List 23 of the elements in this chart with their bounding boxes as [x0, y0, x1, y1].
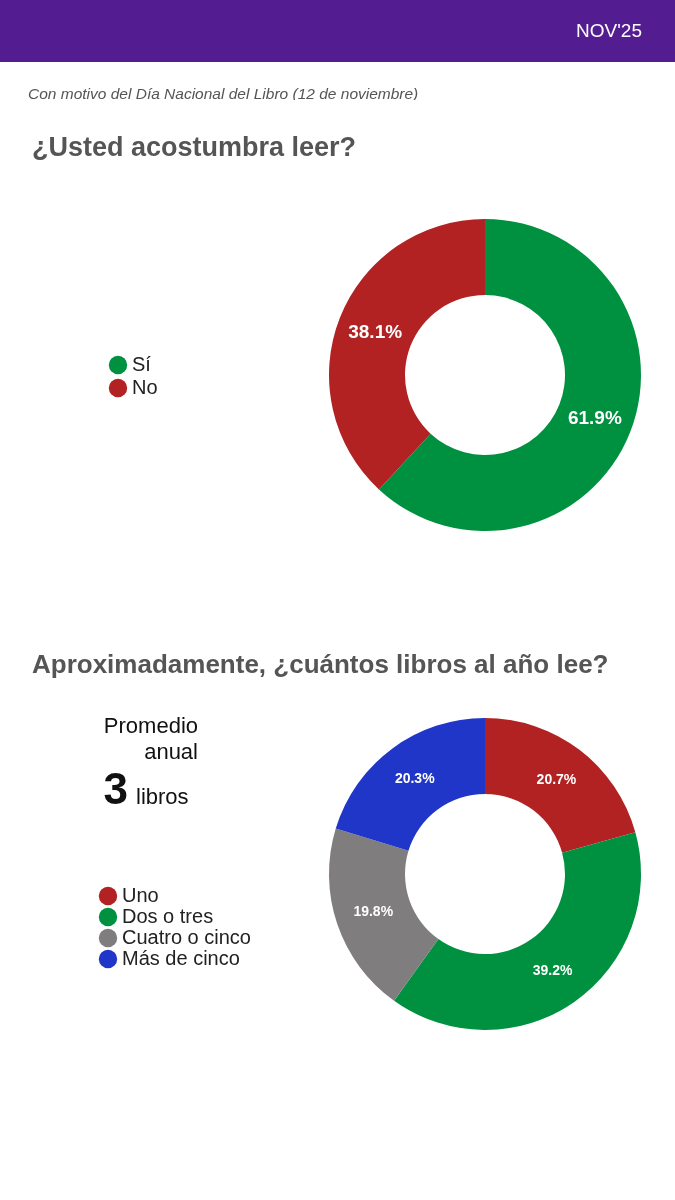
chart-title: ¿Usted acostumbra leer?	[32, 132, 357, 162]
legend-label: Dos o tres	[122, 905, 214, 927]
donut-slice	[335, 718, 485, 851]
data-label: 61.9%	[567, 407, 622, 429]
legend-label: Más de cinco	[122, 947, 240, 969]
donut-slice	[394, 832, 641, 1030]
data-label: 19.8%	[353, 902, 394, 919]
data-label: 20.3%	[394, 770, 436, 787]
legend-label: Uno	[122, 884, 159, 906]
chart-title: Aproximadamente, ¿cuántos libros al año lee?	[32, 649, 609, 679]
text: Con motivo del Día Nacional del Libro (12 de noviembre)	[27, 84, 420, 102]
data-label: 20.7%	[536, 771, 577, 788]
donut-slice	[329, 828, 439, 1001]
donut-slice	[485, 718, 636, 853]
legend-label: No	[132, 376, 158, 398]
data-label: 39.2%	[532, 961, 573, 978]
legend-label: Cuatro o cinco	[122, 926, 251, 948]
legend-label: Sí	[132, 353, 152, 375]
text: 3 libros	[103, 764, 189, 813]
text: Promedio anual	[103, 713, 198, 764]
header-banner: NOV'25	[0, 0, 675, 62]
donut-slice	[329, 219, 485, 490]
data-label: 38.1%	[348, 320, 403, 342]
